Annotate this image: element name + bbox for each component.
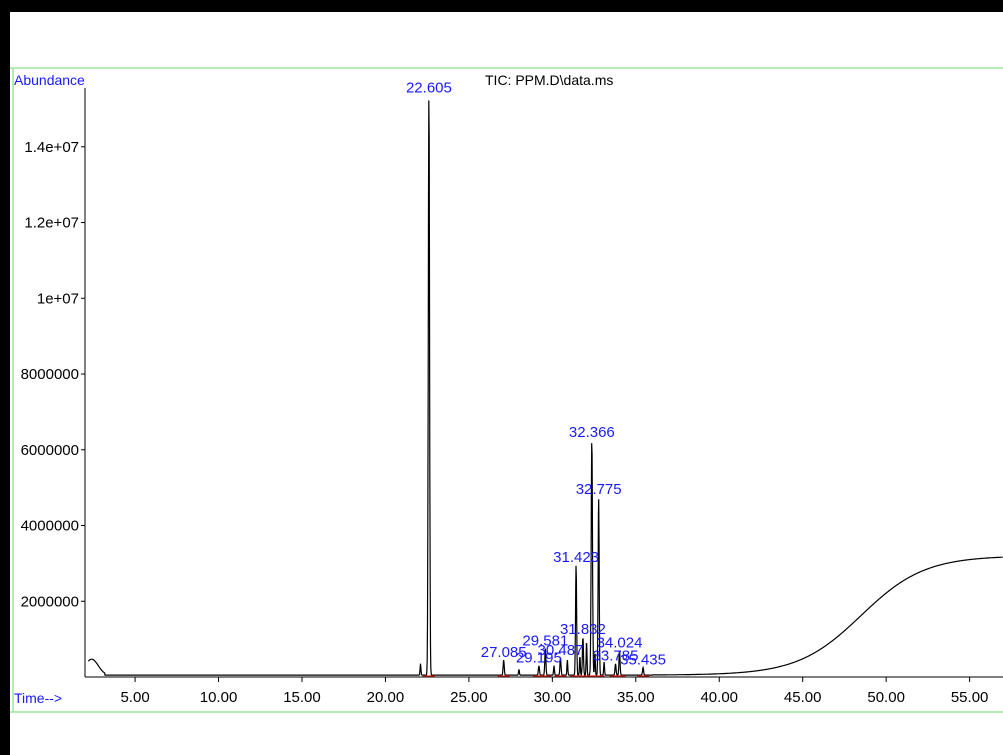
y-axis-label: Abundance bbox=[14, 72, 85, 88]
x-tick-label: 10.00 bbox=[200, 689, 238, 706]
peak-label: 33.785 bbox=[593, 648, 639, 665]
x-tick-label: 55.00 bbox=[951, 689, 989, 706]
axes-group: 2000000 4000000 6000000 8000000 1e+07 1.2e+07… bbox=[21, 88, 1003, 706]
x-tick-label: 20.00 bbox=[367, 689, 405, 706]
peak-label: 27.085 bbox=[481, 644, 527, 661]
peak-label: 35.435 bbox=[620, 651, 666, 668]
peak-label: 30.487 bbox=[538, 642, 584, 659]
x-tick-label: 40.00 bbox=[700, 689, 738, 706]
peak-label: 34.024 bbox=[597, 634, 643, 651]
x-axis-label: Time--> bbox=[14, 690, 62, 706]
x-tick-label: 25.00 bbox=[450, 689, 488, 706]
y-tick-label: 1.4e+07 bbox=[24, 139, 79, 156]
peak-label: 31.832 bbox=[560, 621, 606, 638]
y-tick-label: 2000000 bbox=[21, 593, 79, 610]
peak-label: 32.775 bbox=[576, 481, 622, 498]
trace-group bbox=[87, 100, 1003, 677]
x-tick-label: 50.00 bbox=[867, 689, 905, 706]
chart-title: TIC: PPM.D\data.ms bbox=[485, 72, 613, 88]
y-tick-label: 1.2e+07 bbox=[24, 215, 79, 232]
y-tick-label: 6000000 bbox=[21, 442, 79, 459]
peak-label: 31.423 bbox=[553, 549, 599, 566]
y-tick-label: 8000000 bbox=[21, 366, 79, 383]
y-tick-label: 4000000 bbox=[21, 518, 79, 535]
peak-label: 32.366 bbox=[569, 424, 615, 441]
peak-label: 22.605 bbox=[406, 80, 452, 97]
peak-label: 29.581 bbox=[522, 632, 568, 649]
x-tick-label: 5.00 bbox=[120, 689, 149, 706]
x-tick-label: 35.00 bbox=[617, 689, 655, 706]
peak-label: 29.195 bbox=[516, 650, 562, 667]
x-tick-label: 15.00 bbox=[283, 689, 321, 706]
tic-trace bbox=[87, 100, 1003, 677]
chromatogram-panel: Abundance TIC: PPM.D\data.ms Time--> 200… bbox=[10, 12, 1003, 755]
y-tick-label: 1e+07 bbox=[37, 290, 79, 307]
chromatogram-chart: Abundance TIC: PPM.D\data.ms Time--> 200… bbox=[10, 67, 1003, 713]
x-tick-label: 30.00 bbox=[534, 689, 572, 706]
x-tick-label: 45.00 bbox=[784, 689, 822, 706]
